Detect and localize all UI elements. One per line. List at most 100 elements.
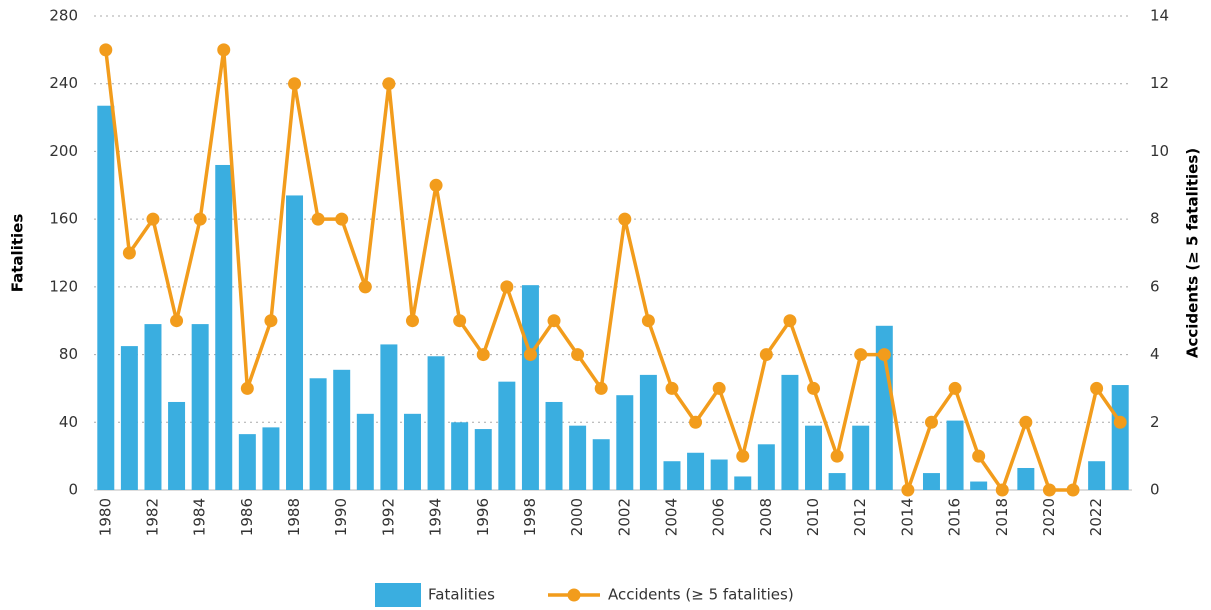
line-marker: [122, 246, 136, 260]
bar: [238, 434, 256, 490]
legend-label: Fatalities: [428, 586, 495, 604]
line-marker: [500, 280, 514, 294]
line-marker: [264, 314, 278, 328]
line-marker: [807, 381, 821, 395]
bar: [852, 425, 870, 490]
bar: [663, 461, 681, 490]
bar: [168, 401, 186, 490]
line-marker: [170, 314, 184, 328]
y2-tick-label: 2: [1150, 413, 1160, 431]
bar: [639, 374, 657, 490]
bar: [427, 356, 445, 490]
line-marker: [854, 348, 868, 362]
bar: [451, 422, 469, 490]
x-tick-label: 1980: [96, 498, 114, 536]
line-marker: [288, 77, 302, 91]
line-marker: [665, 381, 679, 395]
line-marker: [358, 280, 372, 294]
y2-tick-label: 6: [1150, 277, 1160, 295]
y-tick-label: 280: [49, 7, 78, 25]
line-marker: [995, 483, 1009, 497]
line-marker: [948, 381, 962, 395]
bar: [309, 378, 327, 490]
bar: [521, 285, 539, 490]
y-tick-label: 240: [49, 74, 78, 92]
x-tick-label: 1986: [238, 498, 256, 536]
bar: [1088, 461, 1106, 490]
bar: [781, 374, 799, 490]
x-tick-label: 2022: [1087, 498, 1105, 536]
bar: [498, 381, 516, 490]
bar: [805, 425, 823, 490]
line-marker: [1090, 381, 1104, 395]
y-tick-label: 0: [68, 481, 78, 499]
line-marker: [594, 381, 608, 395]
bar: [1017, 467, 1035, 490]
x-tick-label: 2006: [710, 498, 728, 536]
line-marker: [877, 348, 891, 362]
line-marker: [523, 348, 537, 362]
x-tick-label: 1994: [427, 498, 445, 536]
line-marker: [382, 77, 396, 91]
line-marker: [736, 449, 750, 463]
y-tick-label: 80: [59, 345, 78, 363]
line-marker: [429, 178, 443, 192]
line-marker: [618, 212, 632, 226]
bar: [875, 325, 893, 490]
y-axis-title: Fatalities: [9, 214, 27, 293]
line-marker: [571, 348, 585, 362]
bar: [616, 395, 634, 490]
bar: [946, 420, 964, 490]
line-marker: [783, 314, 797, 328]
line-marker: [830, 449, 844, 463]
bar: [970, 481, 988, 490]
x-tick-label: 2012: [851, 498, 869, 536]
line-marker: [217, 43, 231, 57]
y2-tick-label: 12: [1150, 74, 1169, 92]
y-tick-label: 120: [49, 277, 78, 295]
line-marker: [99, 43, 113, 57]
x-tick-label: 1990: [332, 498, 350, 536]
bar: [545, 401, 563, 490]
bar: [687, 452, 705, 490]
line-marker: [712, 381, 726, 395]
bar: [828, 473, 846, 490]
y-tick-label: 200: [49, 142, 78, 160]
x-tick-label: 2018: [993, 498, 1011, 536]
line-marker: [405, 314, 419, 328]
x-tick-label: 1982: [143, 498, 161, 536]
line-marker: [1019, 415, 1033, 429]
y2-tick-label: 14: [1150, 7, 1169, 25]
bar: [1111, 385, 1129, 490]
x-tick-label: 1998: [521, 498, 539, 536]
line-marker: [335, 212, 349, 226]
y2-tick-label: 10: [1150, 142, 1169, 160]
line: [104, 48, 1122, 492]
y2-tick-label: 8: [1150, 210, 1160, 228]
y2-tick-label: 0: [1150, 481, 1160, 499]
x-tick-label: 1984: [191, 498, 209, 536]
y-tick-label: 40: [59, 413, 78, 431]
bar: [215, 164, 233, 490]
x-tick-label: 2000: [568, 498, 586, 536]
legend-label: Accidents (≥ 5 fatalities): [608, 586, 794, 604]
bar: [734, 476, 752, 490]
bar: [144, 324, 162, 490]
legend-swatch: [375, 583, 421, 607]
bar: [356, 413, 374, 490]
line-marker: [193, 212, 207, 226]
bar: [191, 324, 209, 490]
bar: [380, 344, 398, 490]
line-marker: [901, 483, 915, 497]
line-marker: [476, 348, 490, 362]
x-tick-label: 2020: [1040, 498, 1058, 536]
bar: [333, 369, 351, 490]
line-marker: [924, 415, 938, 429]
x-tick-label: 1996: [474, 498, 492, 536]
line-marker: [547, 314, 561, 328]
x-tick-label: 2008: [757, 498, 775, 536]
bar: [286, 195, 304, 490]
line-marker: [311, 212, 325, 226]
line-marker: [146, 212, 160, 226]
